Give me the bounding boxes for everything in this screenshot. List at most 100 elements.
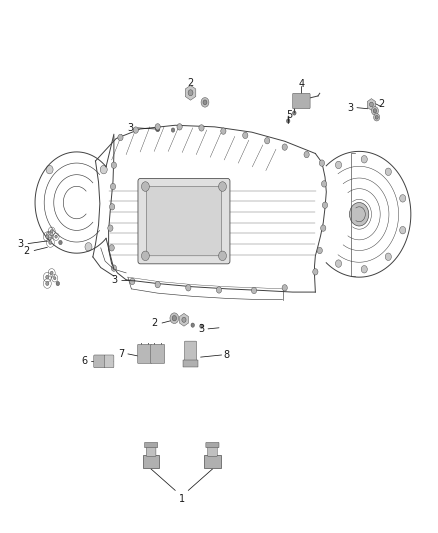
Circle shape: [399, 195, 406, 202]
Circle shape: [317, 247, 322, 254]
Circle shape: [46, 235, 49, 239]
Circle shape: [203, 100, 207, 104]
Text: 6: 6: [81, 357, 87, 366]
Circle shape: [111, 265, 117, 271]
Circle shape: [155, 281, 160, 288]
Text: 1: 1: [179, 494, 185, 504]
Circle shape: [385, 253, 392, 261]
FancyBboxPatch shape: [104, 355, 114, 368]
Circle shape: [53, 277, 56, 280]
Circle shape: [111, 162, 117, 168]
FancyBboxPatch shape: [146, 445, 156, 456]
FancyBboxPatch shape: [143, 455, 159, 468]
Circle shape: [361, 156, 367, 163]
Text: 3: 3: [198, 324, 205, 334]
Circle shape: [170, 313, 179, 324]
Circle shape: [216, 287, 222, 293]
Circle shape: [336, 161, 342, 168]
Circle shape: [370, 102, 373, 107]
FancyBboxPatch shape: [94, 355, 105, 368]
Polygon shape: [180, 313, 188, 326]
Circle shape: [118, 134, 123, 141]
Circle shape: [313, 269, 318, 275]
Text: 2: 2: [378, 100, 384, 109]
Circle shape: [56, 281, 60, 286]
FancyBboxPatch shape: [146, 187, 222, 256]
Circle shape: [321, 181, 327, 187]
Circle shape: [243, 132, 248, 139]
FancyBboxPatch shape: [183, 360, 198, 367]
Circle shape: [350, 203, 369, 226]
Circle shape: [46, 275, 49, 279]
Polygon shape: [185, 85, 196, 100]
Circle shape: [182, 317, 186, 322]
Circle shape: [155, 124, 160, 130]
FancyBboxPatch shape: [138, 344, 152, 364]
Circle shape: [219, 251, 226, 261]
Circle shape: [177, 124, 182, 130]
Circle shape: [399, 227, 406, 234]
FancyBboxPatch shape: [206, 442, 219, 448]
Circle shape: [133, 127, 138, 133]
Text: 3: 3: [112, 276, 118, 285]
Circle shape: [171, 128, 175, 132]
Circle shape: [219, 182, 226, 191]
Text: 3: 3: [127, 123, 134, 133]
Circle shape: [85, 243, 92, 251]
Circle shape: [265, 138, 270, 144]
Text: 7: 7: [119, 349, 125, 359]
Circle shape: [221, 128, 226, 134]
Circle shape: [374, 114, 380, 121]
Circle shape: [141, 251, 149, 261]
Circle shape: [46, 281, 49, 286]
Polygon shape: [367, 99, 376, 110]
FancyBboxPatch shape: [293, 93, 310, 109]
Text: 8: 8: [224, 350, 230, 360]
Circle shape: [172, 316, 177, 321]
Text: 2: 2: [187, 78, 194, 87]
Circle shape: [200, 324, 203, 328]
Circle shape: [373, 109, 377, 113]
Text: 5: 5: [286, 110, 292, 120]
Text: 4: 4: [298, 79, 304, 88]
Circle shape: [110, 183, 116, 190]
Circle shape: [304, 151, 309, 158]
Circle shape: [282, 285, 287, 291]
Circle shape: [188, 90, 193, 96]
Text: 2: 2: [23, 246, 29, 255]
Circle shape: [55, 235, 57, 238]
Circle shape: [286, 119, 290, 123]
Circle shape: [46, 231, 53, 240]
Circle shape: [50, 230, 53, 233]
Circle shape: [201, 98, 209, 107]
Circle shape: [100, 165, 107, 174]
Circle shape: [199, 125, 204, 131]
Circle shape: [110, 204, 115, 210]
Circle shape: [282, 144, 287, 150]
Circle shape: [385, 168, 392, 175]
Circle shape: [49, 240, 52, 245]
Text: 3: 3: [347, 103, 353, 112]
Text: 2: 2: [151, 318, 157, 328]
Circle shape: [108, 225, 113, 231]
Circle shape: [322, 202, 328, 208]
Circle shape: [251, 287, 257, 294]
FancyBboxPatch shape: [138, 179, 230, 264]
Circle shape: [319, 160, 325, 166]
FancyBboxPatch shape: [204, 455, 221, 468]
FancyBboxPatch shape: [145, 442, 158, 448]
Circle shape: [141, 182, 149, 191]
Circle shape: [59, 240, 62, 245]
Circle shape: [191, 323, 194, 327]
Circle shape: [46, 165, 53, 174]
Circle shape: [130, 278, 135, 285]
Circle shape: [50, 271, 53, 274]
Circle shape: [321, 225, 326, 231]
Circle shape: [336, 260, 342, 268]
Circle shape: [186, 285, 191, 291]
FancyBboxPatch shape: [208, 445, 217, 456]
Circle shape: [155, 126, 160, 132]
Circle shape: [293, 111, 296, 115]
Circle shape: [109, 245, 114, 251]
Circle shape: [361, 265, 367, 273]
